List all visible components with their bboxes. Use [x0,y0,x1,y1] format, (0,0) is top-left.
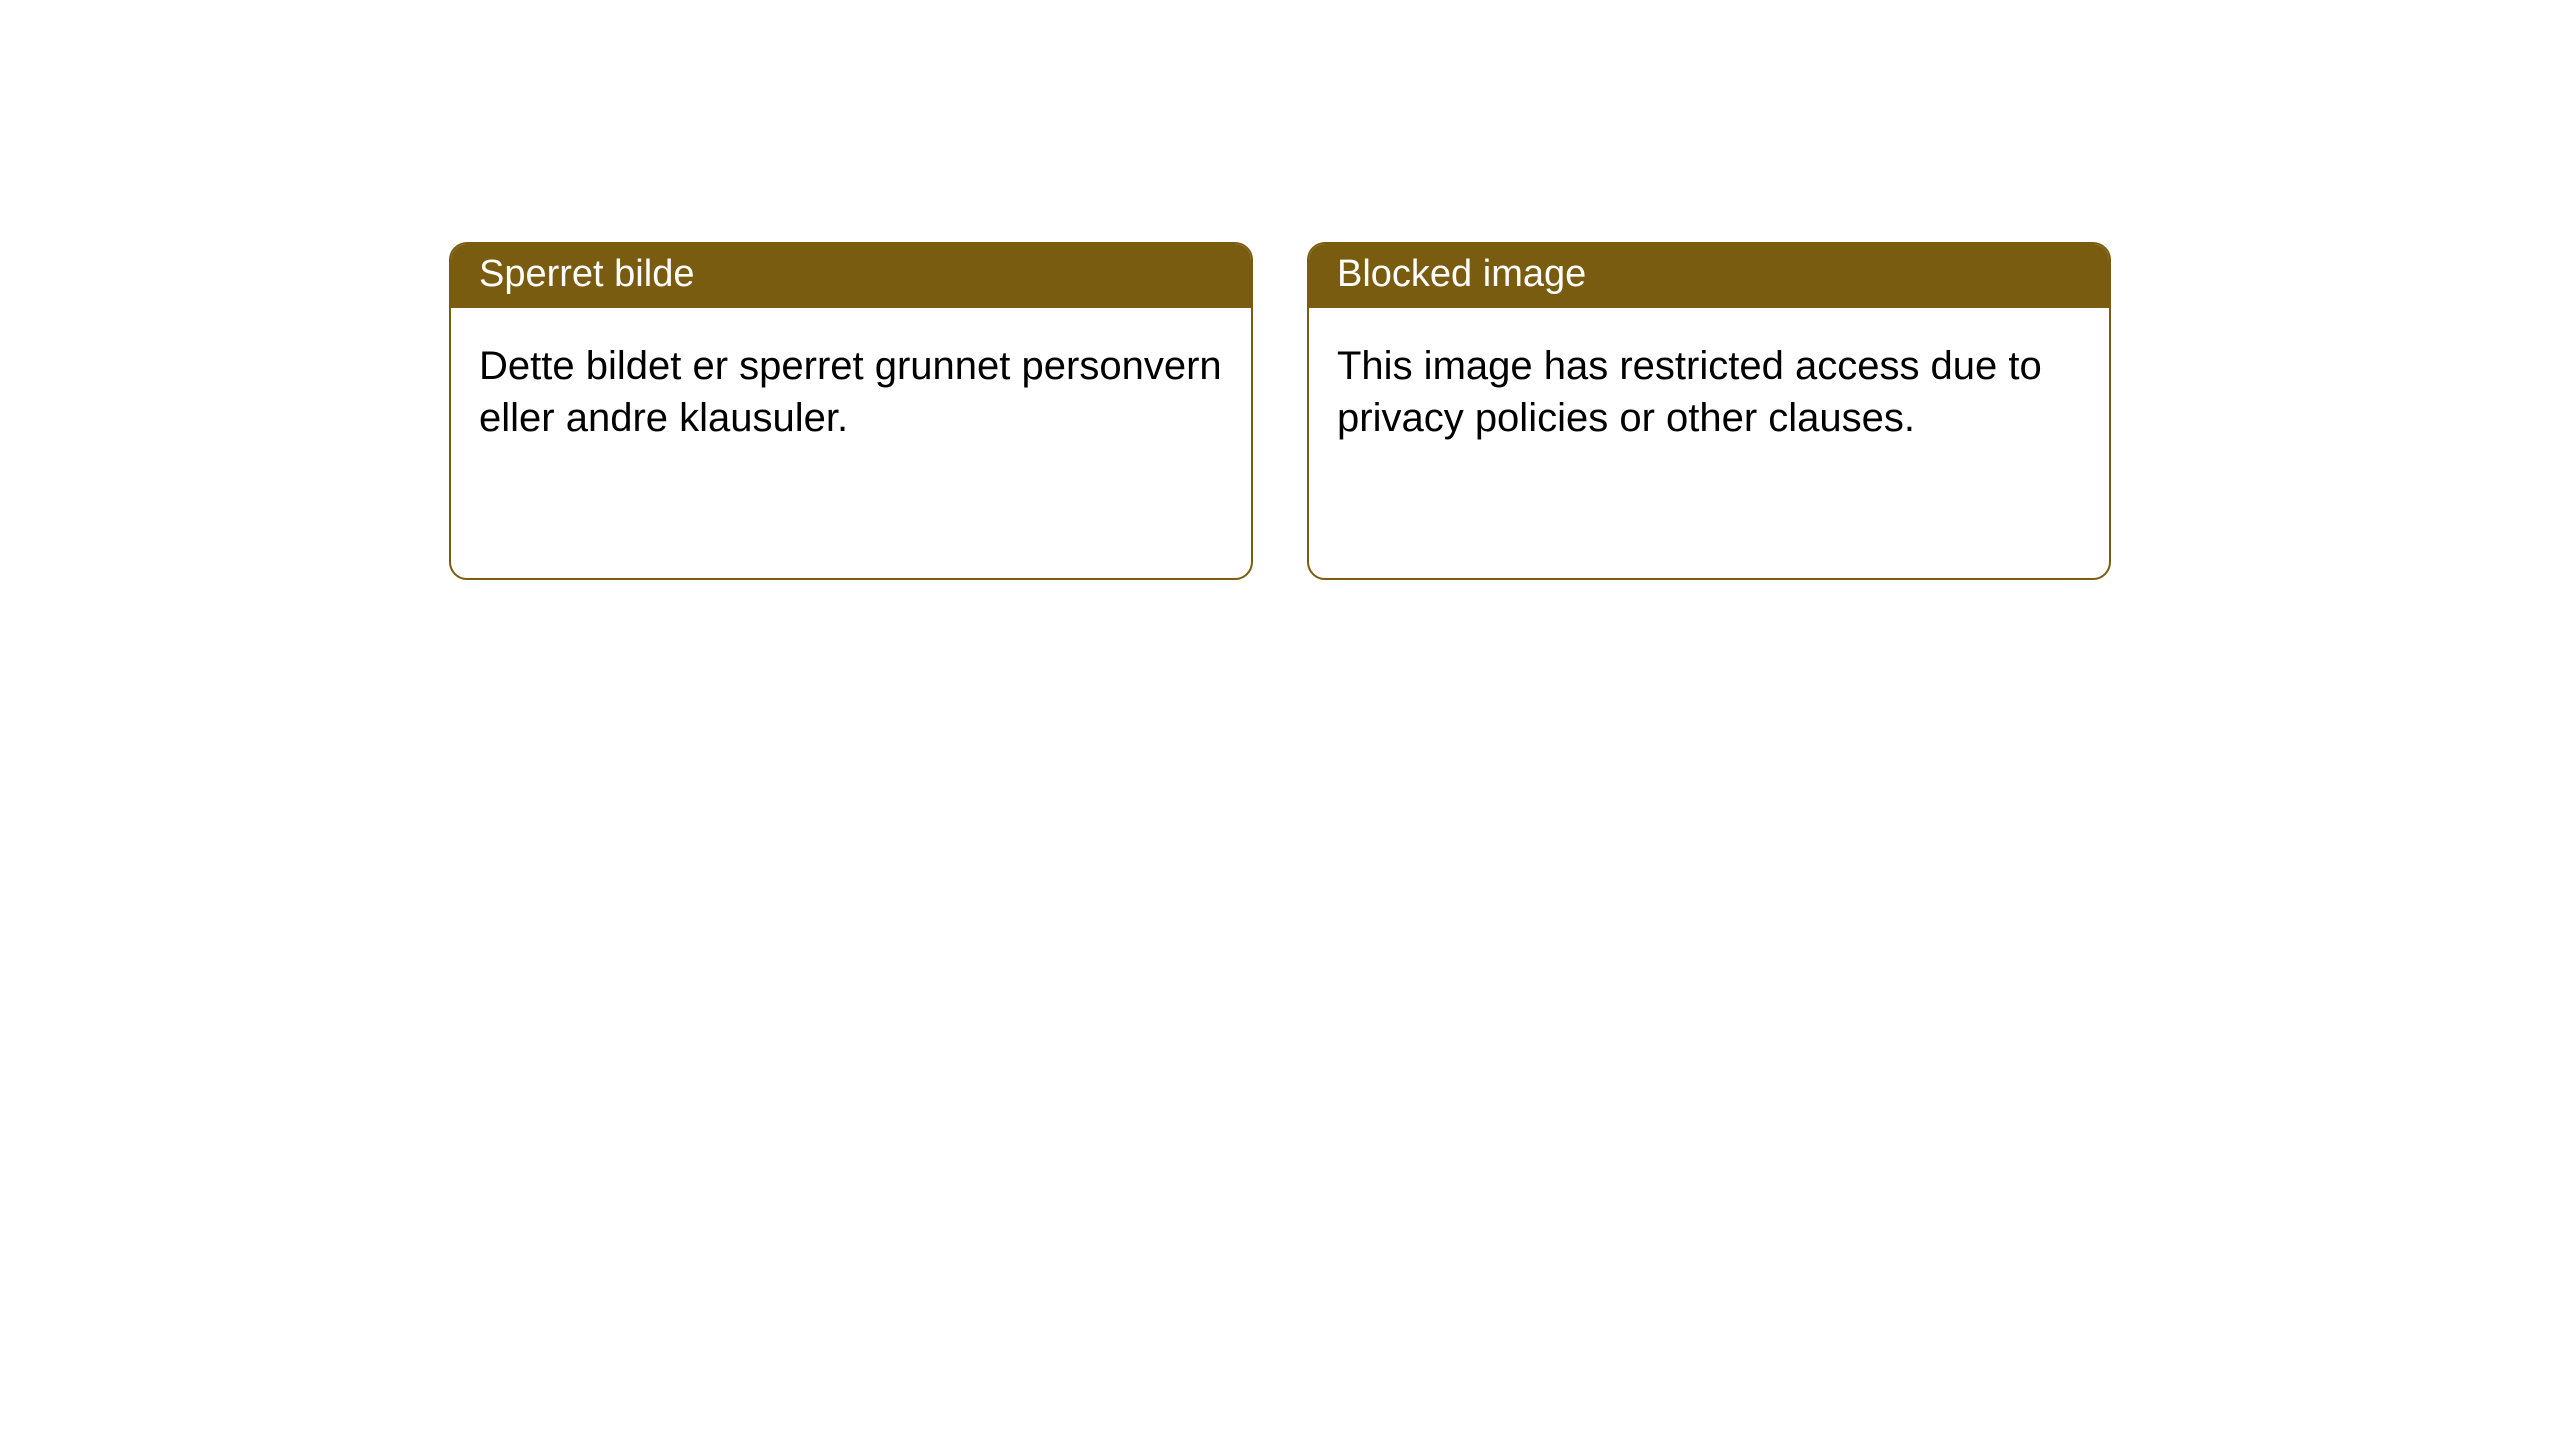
notice-title: Blocked image [1309,244,2109,308]
notice-card-english: Blocked image This image has restricted … [1307,242,2111,580]
notice-card-norwegian: Sperret bilde Dette bildet er sperret gr… [449,242,1253,580]
notice-body: Dette bildet er sperret grunnet personve… [451,308,1251,478]
notice-body: This image has restricted access due to … [1309,308,2109,478]
notice-container: Sperret bilde Dette bildet er sperret gr… [0,0,2560,580]
notice-title: Sperret bilde [451,244,1251,308]
